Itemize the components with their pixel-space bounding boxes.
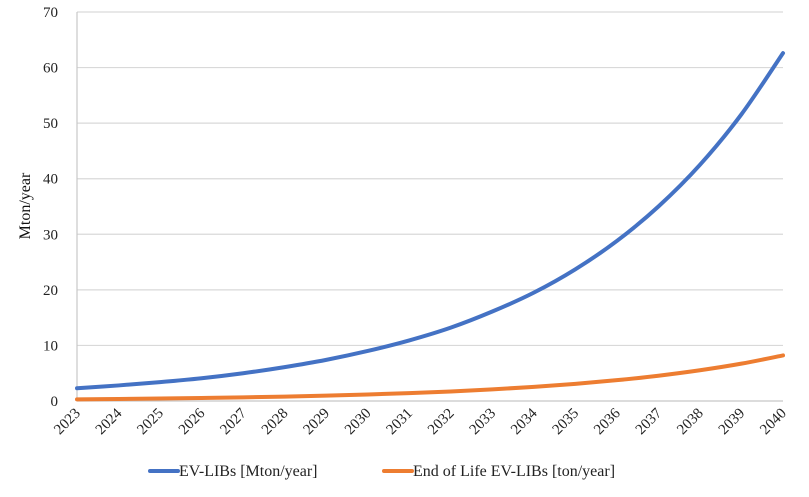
x-tick-label: 2035 bbox=[550, 406, 583, 439]
x-tick-label: 2038 bbox=[674, 406, 707, 439]
y-tick-label: 10 bbox=[43, 338, 58, 354]
series-line-2 bbox=[75, 353, 785, 402]
y-axis-ticks: 0 10 20 30 40 50 60 70 bbox=[43, 5, 58, 410]
y-tick-label: 60 bbox=[43, 61, 58, 77]
legend: EV-LIBs [Mton/year] End of Life EV-LIBs [… bbox=[148, 463, 615, 480]
x-tick-label: 2026 bbox=[176, 405, 209, 438]
x-tick-label: 2024 bbox=[93, 405, 126, 438]
gridlines bbox=[77, 11, 783, 347]
x-tick-label: 2031 bbox=[384, 406, 417, 439]
x-tick-label: 2029 bbox=[300, 406, 333, 439]
x-tick-label: 2039 bbox=[716, 406, 749, 439]
x-tick-label: 2033 bbox=[467, 406, 500, 439]
y-tick-label: 70 bbox=[43, 5, 58, 21]
x-tick-label: 2028 bbox=[259, 406, 292, 439]
x-tick-label: 2037 bbox=[633, 405, 666, 438]
x-tick-label: 2023 bbox=[51, 406, 84, 439]
legend-label: EV-LIBs [Mton/year] bbox=[179, 463, 318, 480]
y-tick-label: 0 bbox=[51, 394, 59, 410]
x-tick-label: 2036 bbox=[591, 405, 624, 438]
y-tick-label: 40 bbox=[43, 172, 58, 188]
x-tick-label: 2030 bbox=[342, 406, 375, 439]
y-tick-label: 30 bbox=[43, 227, 58, 243]
x-tick-label: 2025 bbox=[134, 406, 167, 439]
y-axis-title: Mton/year bbox=[17, 172, 34, 239]
y-tick-label: 20 bbox=[43, 283, 58, 299]
y-tick-label: 50 bbox=[43, 116, 58, 132]
legend-label: End of Life EV-LIBs [ton/year] bbox=[413, 463, 615, 480]
x-tick-label: 2032 bbox=[425, 406, 458, 439]
series-line-1 bbox=[75, 51, 785, 391]
x-tick-label: 2027 bbox=[217, 405, 250, 438]
x-tick-label: 2034 bbox=[508, 405, 541, 438]
x-tick-label: 2040 bbox=[757, 406, 790, 439]
series-lines bbox=[75, 51, 785, 402]
x-axis-ticks: 2023 2024 2025 2026 2027 2028 2029 2030 2031 2032… bbox=[51, 405, 790, 438]
